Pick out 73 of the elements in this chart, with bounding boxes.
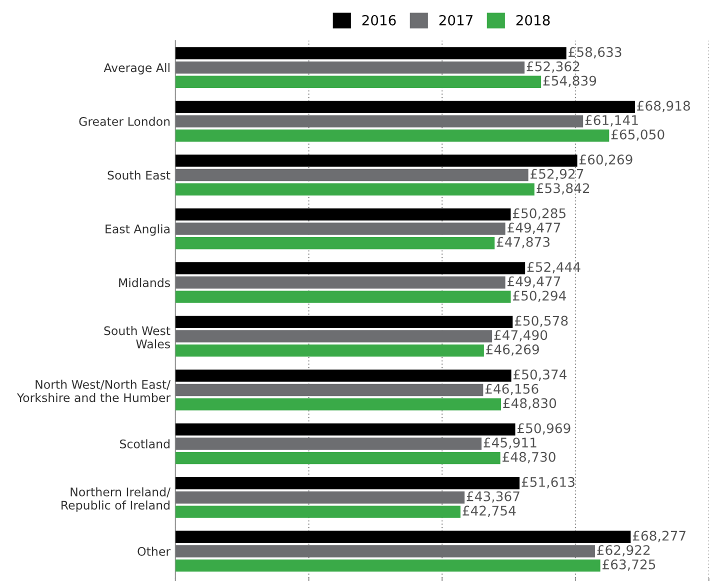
data-label: £68,277 bbox=[632, 530, 686, 542]
data-label: £47,490 bbox=[494, 330, 548, 342]
bar bbox=[175, 344, 484, 357]
data-label: £63,725 bbox=[602, 559, 656, 571]
bar bbox=[175, 276, 506, 289]
data-label: £50,285 bbox=[512, 208, 566, 220]
data-label: £49,477 bbox=[508, 276, 560, 288]
data-label: £48,730 bbox=[502, 452, 556, 464]
bar bbox=[175, 316, 513, 328]
data-label: £46,269 bbox=[486, 344, 539, 356]
bar bbox=[175, 237, 495, 250]
y-tick-label: Average All bbox=[104, 63, 170, 74]
data-label: £52,362 bbox=[526, 61, 580, 73]
bar bbox=[175, 168, 528, 182]
data-label: £62,922 bbox=[597, 545, 650, 556]
bar bbox=[175, 100, 635, 114]
bar bbox=[175, 154, 578, 167]
bar bbox=[175, 290, 511, 303]
data-label: £50,969 bbox=[517, 423, 570, 435]
data-label: £45,911 bbox=[484, 438, 536, 449]
y-tick-label: Scotland bbox=[120, 439, 170, 448]
bar bbox=[175, 438, 482, 450]
data-label: £49,477 bbox=[508, 222, 560, 234]
y-tick-label: Northern Ireland/ Republic of Ireland bbox=[62, 487, 171, 512]
data-label: £68,918 bbox=[637, 100, 690, 112]
data-label: £51,613 bbox=[522, 477, 574, 488]
legend-label: 2018 bbox=[516, 14, 550, 26]
bar bbox=[175, 491, 465, 504]
bar bbox=[175, 330, 492, 342]
bar bbox=[175, 384, 484, 396]
data-label: £42,754 bbox=[462, 506, 516, 517]
legend-label: 2017 bbox=[439, 14, 473, 26]
bar bbox=[175, 183, 534, 196]
data-label: £60,269 bbox=[580, 154, 632, 166]
y-tick-label: East Anglia bbox=[106, 224, 170, 236]
data-label: £52,927 bbox=[530, 168, 584, 180]
data-label: £47,873 bbox=[496, 236, 550, 248]
data-label: £52,444 bbox=[527, 262, 580, 274]
y-tick-label: Midlands bbox=[119, 278, 170, 288]
data-label: £65,050 bbox=[611, 129, 664, 141]
y-tick-label: South East bbox=[108, 170, 170, 180]
data-label: £50,374 bbox=[514, 370, 567, 381]
y-tick-label: Greater London bbox=[79, 116, 170, 126]
data-label: £50,294 bbox=[512, 290, 566, 302]
bar bbox=[175, 208, 511, 221]
data-label: £48,830 bbox=[503, 398, 556, 410]
bar bbox=[175, 559, 600, 572]
legend-label: 2016 bbox=[362, 14, 396, 26]
bar bbox=[175, 222, 506, 235]
y-tick-label: South West Wales bbox=[104, 326, 170, 348]
bar bbox=[175, 130, 610, 142]
bar bbox=[175, 262, 526, 274]
bar bbox=[175, 76, 542, 88]
data-label: £58,633 bbox=[568, 47, 622, 58]
bar bbox=[175, 423, 516, 436]
data-label: £46,156 bbox=[485, 384, 538, 396]
y-tick-label: North West/North East/ Yorkshire and the Humber bbox=[16, 380, 171, 402]
data-label: £53,842 bbox=[536, 183, 590, 195]
bar bbox=[175, 115, 584, 128]
data-label: £43,367 bbox=[466, 491, 520, 503]
bar bbox=[175, 477, 520, 490]
bar bbox=[175, 47, 566, 60]
bar bbox=[175, 61, 525, 74]
bar bbox=[175, 506, 460, 518]
bar bbox=[175, 545, 595, 558]
y-tick-label: Other bbox=[138, 546, 171, 556]
bar bbox=[175, 370, 512, 382]
bar bbox=[175, 530, 631, 543]
bar bbox=[175, 452, 500, 464]
data-label: £50,578 bbox=[514, 316, 568, 328]
data-label: £61,141 bbox=[585, 115, 638, 126]
bar bbox=[175, 398, 502, 410]
data-label: £54,839 bbox=[543, 76, 596, 88]
